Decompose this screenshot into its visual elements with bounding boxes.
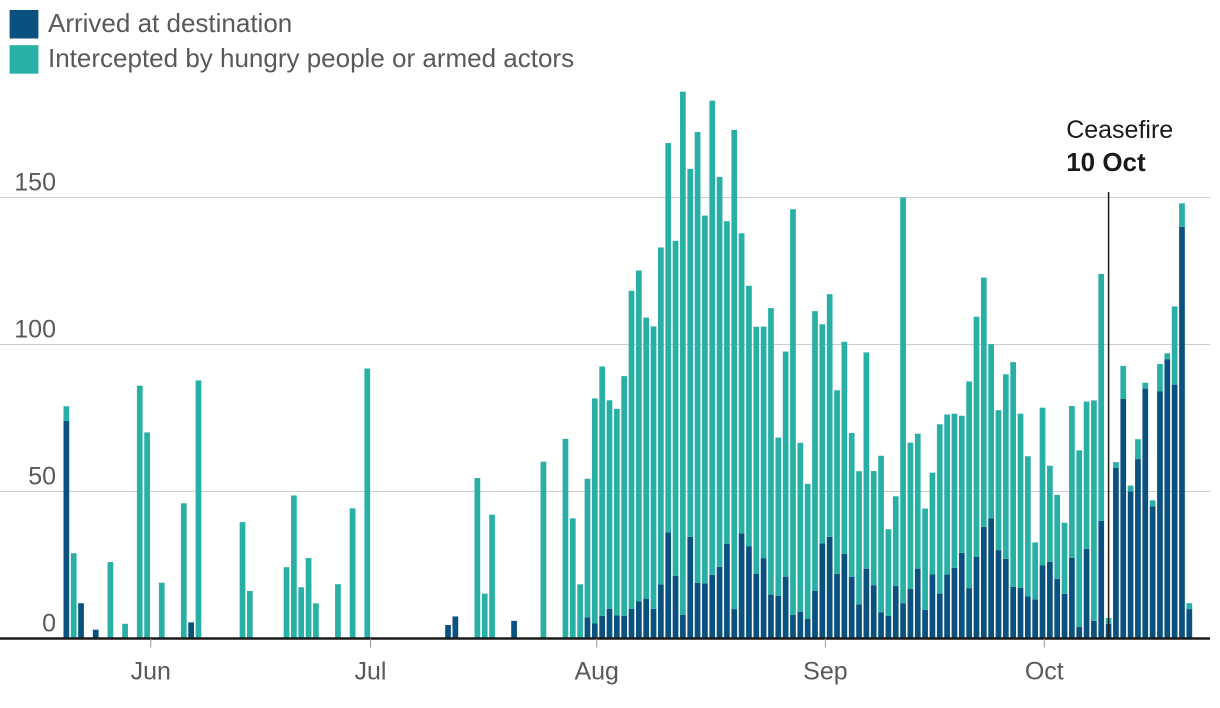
svg-text:0: 0 (42, 610, 56, 638)
svg-text:Sep: Sep (803, 658, 847, 686)
svg-text:150: 150 (14, 169, 56, 197)
svg-text:10 Oct: 10 Oct (1066, 147, 1146, 177)
svg-text:Intercepted by hungry people o: Intercepted by hungry people or armed ac… (48, 43, 574, 73)
svg-text:Ceasefire: Ceasefire (1066, 116, 1173, 144)
svg-text:Oct: Oct (1025, 658, 1064, 686)
svg-text:50: 50 (28, 463, 56, 491)
svg-text:Jun: Jun (131, 658, 171, 686)
svg-text:Aug: Aug (574, 658, 618, 686)
svg-text:100: 100 (14, 316, 56, 344)
svg-text:Jul: Jul (355, 658, 387, 686)
svg-text:Arrived at destination: Arrived at destination (48, 8, 292, 38)
